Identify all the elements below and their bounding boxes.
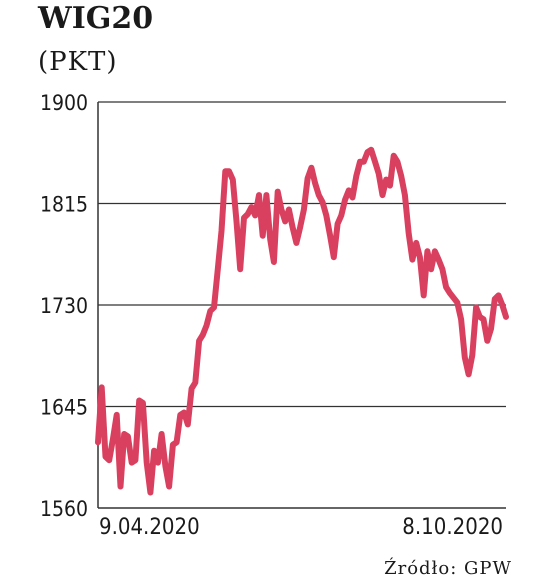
y-tick-label: 1815	[40, 193, 88, 217]
chart-subtitle: (PKT)	[38, 47, 118, 77]
y-tick-label: 1900	[40, 91, 88, 115]
series-line	[95, 146, 509, 496]
y-tick-label: 1560	[40, 497, 88, 521]
y-tick-label: 1645	[40, 396, 88, 420]
chart-title: WIG20	[37, 1, 153, 36]
x-tick-label-end: 8.10.2020	[402, 515, 503, 540]
x-tick-label-start: 9.04.2020	[99, 515, 200, 540]
y-axis-ticks: 1560 1645 1730 1815 1900	[40, 91, 88, 521]
source-note: Źródło: GPW	[384, 556, 512, 579]
gridlines	[98, 101, 506, 408]
y-tick-label: 1730	[40, 294, 88, 318]
